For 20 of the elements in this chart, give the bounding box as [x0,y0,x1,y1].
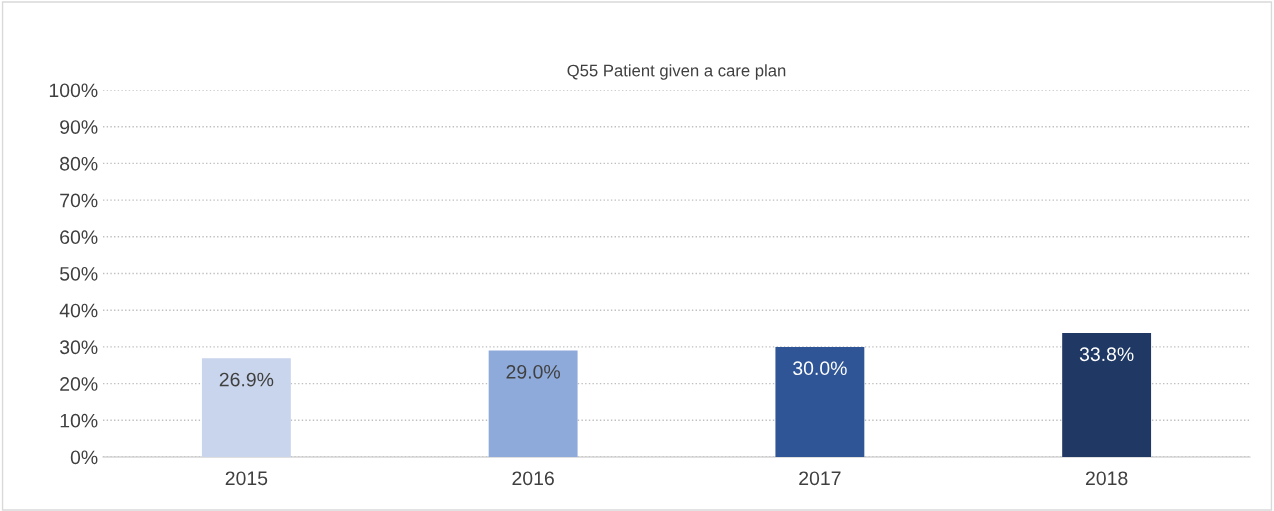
x-tick-label: 2018 [1085,471,1128,486]
y-tick-label: 70% [60,193,98,208]
y-tick-label: 20% [60,377,98,391]
y-tick-label: 80% [60,156,98,171]
x-tick-label: 2016 [512,471,554,486]
y-tick-label: 90% [60,120,98,134]
x-tick-label: 2017 [799,471,841,486]
data-label: 29.0% [506,364,560,379]
data-label: 26.9% [219,372,274,387]
data-label: 33.8% [1079,347,1134,362]
y-tick-label: 10% [60,413,98,428]
y-tick-label: 100% [49,83,98,98]
y-tick-label: 60% [60,230,98,245]
y-tick-label: 50% [60,266,98,281]
data-label: 30.0% [793,361,847,376]
y-tick-label: 40% [59,303,98,318]
y-tick-label: 0% [70,450,98,465]
y-tick-label: 30% [59,340,98,355]
chart-title: Q55 Patient given a care plan [567,64,786,80]
x-tick-label: 2015 [225,471,268,486]
